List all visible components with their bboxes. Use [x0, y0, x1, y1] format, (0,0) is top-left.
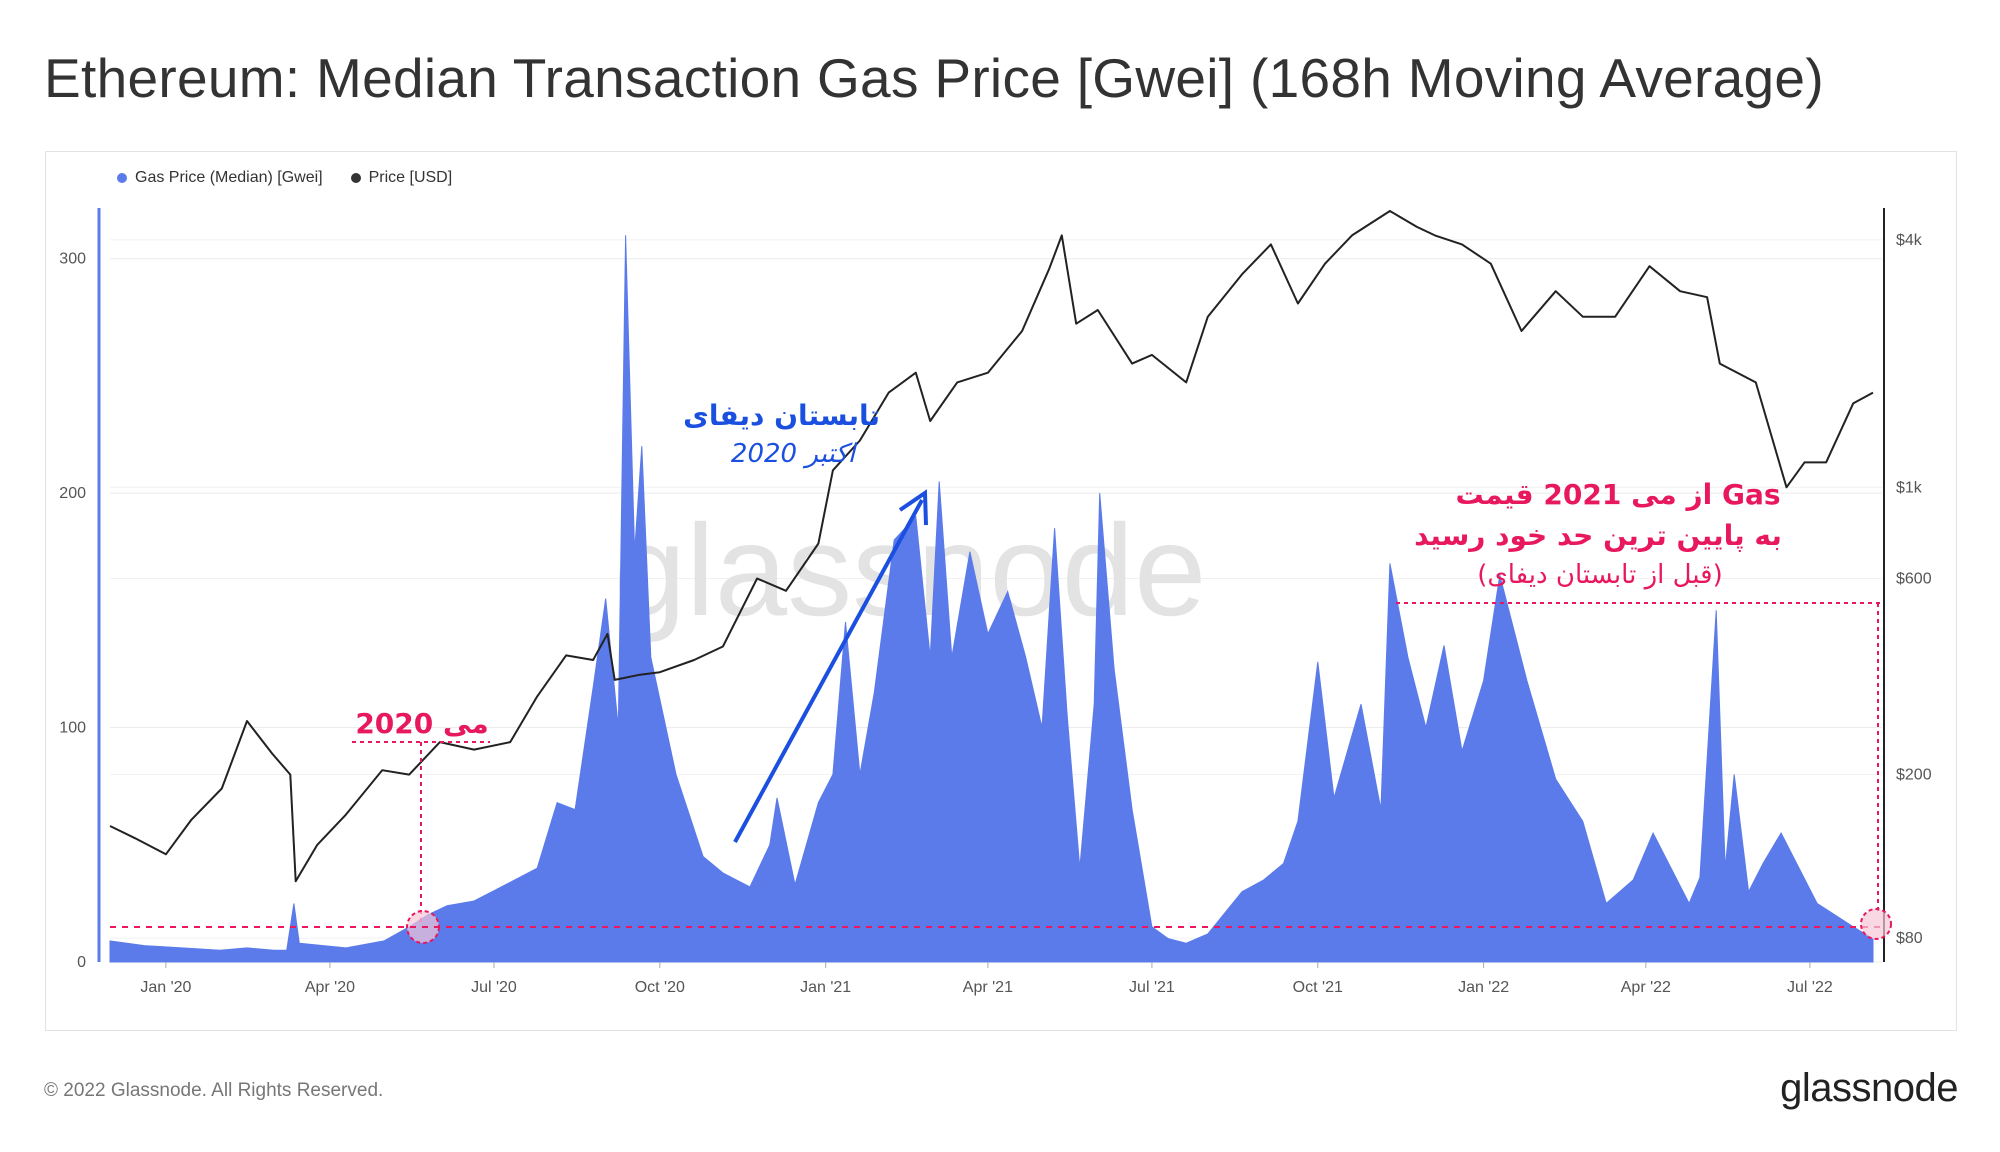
gas-series [109, 235, 1874, 963]
y-left-axis: 0 100 200 300 [59, 251, 86, 971]
x-tick-label: Jul '22 [1787, 979, 1833, 996]
price-series [109, 210, 1874, 883]
chart-panel [45, 151, 1957, 1031]
x-tick-label: Apr '21 [963, 979, 1013, 996]
y-right-tick-label: $600 [1896, 570, 1932, 587]
chart-title: Ethereum: Median Transaction Gas Price [… [44, 47, 1824, 109]
brand-logo[interactable]: glassnode [1780, 1066, 1958, 1110]
may2020-label: می 2020 [355, 707, 488, 740]
defi-annotation: تابستان دیفای اکتبر 2020 [683, 399, 928, 843]
legend: Gas Price (Median) [Gwei] Price [USD] [117, 169, 452, 187]
y-left-tick-label: 100 [59, 720, 86, 737]
defi-arrow-head [898, 489, 928, 526]
legend-item-price[interactable]: Price [USD] [350, 169, 453, 187]
may2020-annotation: می 2020 [352, 707, 490, 944]
x-tick-label: Jul '20 [471, 979, 517, 996]
x-tick-label: Jan '20 [140, 979, 191, 996]
may2021-marker [1860, 908, 1892, 940]
may2021-line1: از می 2021 قیمت Gas [1455, 478, 1780, 511]
y-right-axis: $80 $200 $600 $1k $4k [1896, 232, 1932, 947]
y-left-tick-label: 0 [77, 954, 86, 971]
x-tick-label: Jan '21 [800, 979, 851, 996]
price-legend-dot [350, 173, 361, 183]
legend-label-price: Price [USD] [368, 169, 453, 186]
price-line [109, 210, 1874, 883]
x-tick-label: Jan '22 [1458, 979, 1509, 996]
y-right-tick-label: $1k [1896, 479, 1923, 496]
defi-subtitle: اکتبر 2020 [731, 439, 858, 469]
y-left-tick-label: 300 [59, 251, 86, 268]
y-right-tick-label: $200 [1896, 767, 1932, 784]
y-right-tick-label: $80 [1896, 930, 1923, 947]
x-tick-label: Apr '20 [305, 979, 355, 996]
legend-item-gas[interactable]: Gas Price (Median) [Gwei] [117, 169, 323, 187]
gas-area [109, 235, 1874, 963]
defi-title: تابستان دیفای [683, 399, 880, 432]
y-right-tick-label: $4k [1896, 232, 1923, 249]
may2021-line3: (قبل از تابستان دیفای) [1477, 560, 1723, 590]
x-tick-label: Oct '20 [635, 979, 685, 996]
x-tick-label: Jul '21 [1129, 979, 1175, 996]
may2021-line2: به پایین ترین حد خود رسید [1414, 519, 1782, 552]
may2021-annotation: از می 2021 قیمت Gas به پایین ترین حد خود… [1396, 478, 1892, 940]
x-tick-label: Apr '22 [1621, 979, 1671, 996]
gas-legend-dot [117, 173, 127, 183]
x-tick-label: Oct '21 [1293, 979, 1343, 996]
x-axis: Jan '20 Apr '20 Jul '20 Oct '20 Jan '21 Apr '… [140, 962, 1833, 996]
defi-arrow-line [733, 499, 924, 843]
copyright: © 2022 Glassnode. All Rights Reserved. [44, 1080, 384, 1101]
y-left-tick-label: 200 [59, 485, 86, 502]
legend-label-gas: Gas Price (Median) [Gwei] [135, 169, 323, 186]
